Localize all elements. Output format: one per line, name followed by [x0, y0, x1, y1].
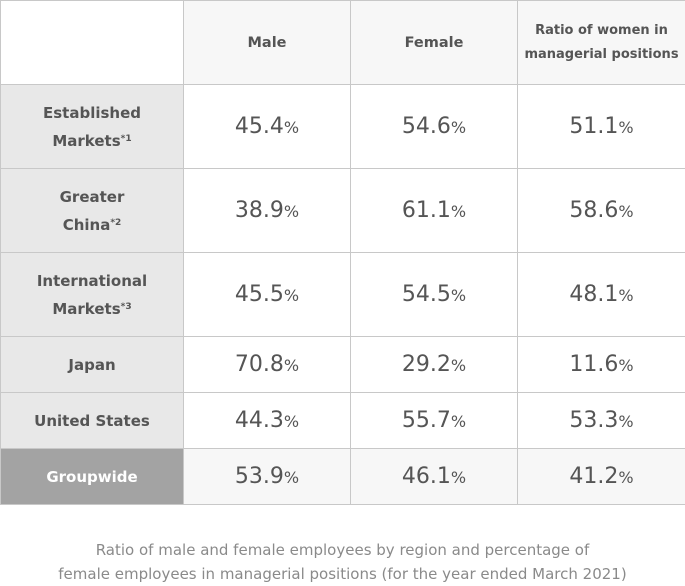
female-value: 54.6% [351, 85, 518, 169]
female-value: 61.1% [351, 169, 518, 253]
column-header-female: Female [351, 1, 518, 85]
percent-value: 45.4 [235, 114, 284, 139]
percent-sign: % [284, 356, 299, 375]
percent-sign: % [451, 202, 466, 221]
header-row: Male Female Ratio of women in managerial… [1, 1, 685, 85]
percent-sign: % [284, 412, 299, 431]
percent-sign: % [618, 412, 633, 431]
percent-sign: % [451, 286, 466, 305]
female-value: 46.1% [351, 449, 518, 505]
male-value: 45.4% [184, 85, 351, 169]
ratio-value: 58.6% [518, 169, 685, 253]
percent-value: 46.1 [402, 464, 451, 489]
male-value: 44.3% [184, 393, 351, 449]
percent-value: 53.3 [569, 408, 618, 433]
percent-sign: % [618, 118, 633, 137]
ratio-value: 51.1% [518, 85, 685, 169]
table-caption: Ratio of male and female employees by re… [0, 538, 685, 586]
column-header-ratio-women-managerial: Ratio of women in managerial positions [518, 1, 685, 85]
table-row-total: Groupwide 53.9% 46.1% 41.2% [1, 449, 685, 505]
percent-sign: % [284, 286, 299, 305]
table-row: Japan 70.8% 29.2% 11.6% [1, 337, 685, 393]
percent-value: 41.2 [569, 464, 618, 489]
ratio-value: 53.3% [518, 393, 685, 449]
percent-value: 61.1 [402, 198, 451, 223]
male-value: 45.5% [184, 253, 351, 337]
percent-value: 70.8 [235, 352, 284, 377]
percent-value: 54.6 [402, 114, 451, 139]
percent-sign: % [618, 202, 633, 221]
percent-value: 48.1 [569, 282, 618, 307]
table-row: United States 44.3% 55.7% 53.3% [1, 393, 685, 449]
ratio-value: 48.1% [518, 253, 685, 337]
percent-sign: % [451, 468, 466, 487]
percent-sign: % [451, 412, 466, 431]
percent-sign: % [451, 118, 466, 137]
percent-value: 38.9 [235, 198, 284, 223]
percent-sign: % [618, 286, 633, 305]
row-header-united-states: United States [1, 393, 184, 449]
percent-sign: % [618, 356, 633, 375]
table-row: Established Markets*1 45.4% 54.6% 51.1% [1, 85, 685, 169]
percent-sign: % [284, 202, 299, 221]
male-value: 38.9% [184, 169, 351, 253]
percent-value: 45.5 [235, 282, 284, 307]
column-header-male: Male [184, 1, 351, 85]
female-value: 55.7% [351, 393, 518, 449]
percent-value: 54.5 [402, 282, 451, 307]
percent-sign: % [451, 356, 466, 375]
male-value: 53.9% [184, 449, 351, 505]
row-header-international-markets: International Markets*3 [1, 253, 184, 337]
percent-sign: % [284, 118, 299, 137]
percent-value: 44.3 [235, 408, 284, 433]
percent-value: 11.6 [569, 352, 618, 377]
caption-line: female employees in managerial positions… [0, 562, 685, 586]
table-row: International Markets*3 45.5% 54.5% 48.1… [1, 253, 685, 337]
footnote-marker: *2 [110, 218, 121, 228]
female-value: 54.5% [351, 253, 518, 337]
male-value: 70.8% [184, 337, 351, 393]
percent-value: 53.9 [235, 464, 284, 489]
row-header-japan: Japan [1, 337, 184, 393]
footnote-marker: *1 [121, 134, 132, 144]
female-value: 29.2% [351, 337, 518, 393]
percent-sign: % [284, 468, 299, 487]
percent-value: 51.1 [569, 114, 618, 139]
footnote-marker: *3 [121, 302, 132, 312]
caption-line: Ratio of male and female employees by re… [0, 538, 685, 562]
ratio-value: 41.2% [518, 449, 685, 505]
table-row: Greater China*2 38.9% 61.1% 58.6% [1, 169, 685, 253]
row-header-groupwide: Groupwide [1, 449, 184, 505]
percent-sign: % [618, 468, 633, 487]
row-header-established-markets: Established Markets*1 [1, 85, 184, 169]
row-header-greater-china: Greater China*2 [1, 169, 184, 253]
gender-ratio-table: Male Female Ratio of women in managerial… [0, 0, 685, 505]
corner-cell [1, 1, 184, 85]
percent-value: 58.6 [569, 198, 618, 223]
percent-value: 55.7 [402, 408, 451, 433]
percent-value: 29.2 [402, 352, 451, 377]
ratio-value: 11.6% [518, 337, 685, 393]
